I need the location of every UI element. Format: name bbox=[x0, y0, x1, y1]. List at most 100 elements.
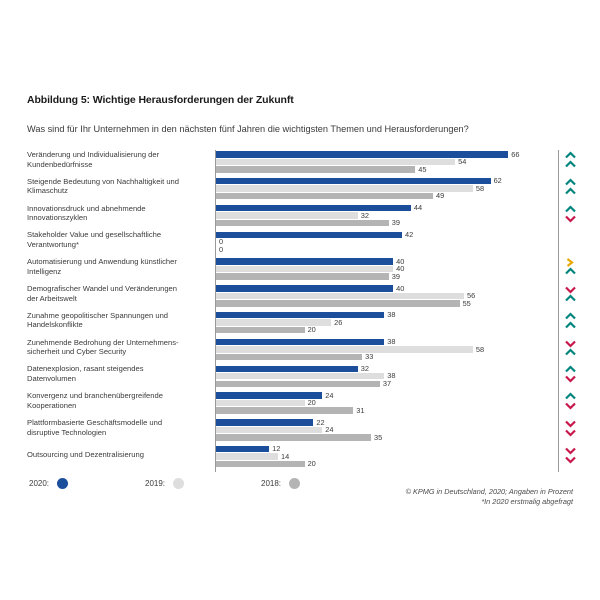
bar-value-label: 38 bbox=[387, 337, 396, 347]
row-label: Datenexplosion, rasant steigendes Datenvo… bbox=[27, 364, 209, 383]
row-label-line: Steigende Bedeutung von Nachhaltigkeit u… bbox=[27, 176, 179, 186]
trend-up-icon bbox=[565, 365, 576, 374]
row-bars: 38 26 20 bbox=[216, 311, 558, 338]
bar-2019 bbox=[216, 185, 473, 192]
trend-up-icon bbox=[565, 205, 576, 214]
row-label: Demografischer Wandel und Veränderungen d… bbox=[27, 284, 209, 303]
trend-axis-line bbox=[558, 150, 559, 472]
row-label-line: Demografischer Wandel und Veränderungen bbox=[27, 284, 177, 293]
row-bars: 38 58 33 bbox=[216, 338, 558, 365]
figure-question: Was sind für Ihr Unternehmen in den näch… bbox=[27, 124, 469, 134]
row-label-line: Konvergenz und branchenübergreifende bbox=[27, 391, 163, 401]
bar-value-label: 38 bbox=[387, 310, 396, 320]
row-label-line: Plattformbasierte Geschäftsmodelle und bbox=[27, 418, 163, 427]
trend-flat-icon bbox=[565, 258, 576, 268]
row-label-line: Innovationszyklen bbox=[27, 213, 88, 223]
row-label-line: Klimaschutz bbox=[27, 186, 68, 196]
bar-2018 bbox=[216, 273, 389, 280]
bar-value-label: 12 bbox=[272, 444, 281, 454]
bar-value-label: 32 bbox=[360, 363, 369, 373]
row-bars: 66 54 45 bbox=[216, 150, 558, 177]
trend-up-icon bbox=[565, 348, 576, 357]
row-label-line: Outsourcing und Dezentralisierung bbox=[27, 449, 144, 459]
legend-item-2018: 2018: bbox=[261, 478, 301, 489]
row-label-line: Datenexplosion, rasant steigendes bbox=[27, 364, 144, 374]
bar-value-label: 24 bbox=[325, 390, 334, 400]
bar-value-label: 58 bbox=[475, 183, 485, 193]
trend-down-icon bbox=[565, 428, 576, 437]
row-bars: 44 32 39 bbox=[216, 204, 558, 231]
chart-row: Demografischer Wandel und Veränderungen d… bbox=[27, 283, 576, 311]
bar-value-label: 39 bbox=[391, 218, 400, 228]
bar-2019 bbox=[216, 212, 358, 219]
bar-2018 bbox=[216, 166, 416, 173]
row-bars: 32 38 37 bbox=[216, 364, 558, 391]
bar-value-label: 31 bbox=[356, 405, 365, 415]
bar-2018 bbox=[216, 353, 363, 361]
bar-2018 bbox=[216, 460, 305, 468]
legend-label: 2020: bbox=[29, 479, 50, 488]
bar-2020 bbox=[216, 151, 509, 158]
bar-value-label: 26 bbox=[334, 317, 343, 327]
row-label-line: Kooperationen bbox=[27, 400, 77, 410]
bar-value-label: 66 bbox=[511, 149, 520, 159]
bar-2020 bbox=[216, 285, 394, 292]
trend-up-icon bbox=[565, 160, 576, 169]
row-label-line: Zunehmende Bedrohung der Unternehmens- bbox=[27, 337, 179, 347]
legend-label: 2019: bbox=[145, 479, 166, 488]
bar-2019 bbox=[216, 292, 464, 300]
row-bars: 12 14 20 bbox=[216, 445, 558, 472]
bar-2020 bbox=[216, 258, 394, 265]
bar-value-label: 44 bbox=[413, 203, 423, 213]
bar-value-label: 38 bbox=[387, 371, 396, 381]
row-label-line: der Arbeitswelt bbox=[27, 293, 77, 303]
row-trend-indicators bbox=[563, 150, 583, 177]
row-label-line: Verantwortung* bbox=[27, 239, 79, 249]
row-label-line: Kundenbedürfnisse bbox=[27, 159, 93, 169]
row-label: Veränderung und Individualisierung der Ku… bbox=[27, 150, 209, 169]
trend-up-icon bbox=[565, 312, 576, 321]
row-label: Zunahme geopolitischer Spannungen und Han… bbox=[27, 311, 209, 330]
row-label-line: Zunahme geopolitischer Spannungen und bbox=[27, 310, 169, 320]
bar-2020 bbox=[216, 392, 323, 399]
bar-2018 bbox=[216, 192, 433, 200]
chart-row: Innovationsdruck und abnehmende Innovatio… bbox=[27, 204, 576, 231]
row-bars: 62 58 49 bbox=[216, 177, 558, 204]
row-label-line: sicherheit und Cyber Security bbox=[27, 347, 127, 357]
legend-label: 2018: bbox=[261, 479, 282, 488]
row-trend-indicators bbox=[563, 257, 583, 284]
page-title: Abbildung 5: Wichtige Herausforderungen … bbox=[27, 94, 294, 106]
row-label-line: Stakeholder Value und gesellschaftliche bbox=[27, 230, 162, 240]
row-trend-indicators bbox=[563, 338, 583, 365]
chart-row: Outsourcing und Dezentralisierung 12 14 20 bbox=[27, 445, 576, 472]
figure-footer: © KPMG in Deutschland, 2020; Angaben in … bbox=[406, 487, 573, 507]
trend-down-icon bbox=[565, 214, 576, 223]
footer-note: *In 2020 erstmalig abgefragt bbox=[481, 497, 573, 506]
bar-2018 bbox=[216, 380, 380, 387]
row-bars: 40 40 39 bbox=[216, 257, 558, 284]
bar-2020 bbox=[216, 204, 411, 212]
row-label-line: Innovationsdruck und abnehmende bbox=[27, 203, 146, 213]
trend-down-icon bbox=[565, 374, 576, 383]
chart-row: Zunehmende Bedrohung der Unternehmens-si… bbox=[27, 337, 576, 365]
row-label: Plattformbasierte Geschäftsmodelle und di… bbox=[27, 418, 209, 437]
bar-value-label: 49 bbox=[436, 191, 445, 201]
bar-value-label: 14 bbox=[281, 451, 290, 461]
trend-up-icon bbox=[565, 187, 576, 196]
bar-2020 bbox=[216, 177, 491, 185]
bar-value-label: 58 bbox=[475, 344, 485, 354]
bar-2019 bbox=[216, 346, 473, 353]
legend-item-2020: 2020: bbox=[29, 478, 69, 489]
bar-2018 bbox=[216, 300, 460, 307]
bar-value-label: 0 bbox=[219, 244, 224, 254]
row-label-line: disruptive Technologien bbox=[27, 427, 107, 437]
bar-2018 bbox=[216, 219, 389, 227]
row-label: Innovationsdruck und abnehmende Innovatio… bbox=[27, 204, 209, 223]
bar-2019 bbox=[216, 373, 385, 380]
bar-value-label: 54 bbox=[458, 157, 467, 167]
chart-row: Konvergenz und branchenübergreifende Koop… bbox=[27, 390, 576, 418]
trend-up-icon bbox=[565, 151, 576, 160]
row-label-line: Handelskonflikte bbox=[27, 320, 83, 330]
bar-value-label: 40 bbox=[396, 283, 405, 293]
bar-2020 bbox=[216, 231, 402, 238]
